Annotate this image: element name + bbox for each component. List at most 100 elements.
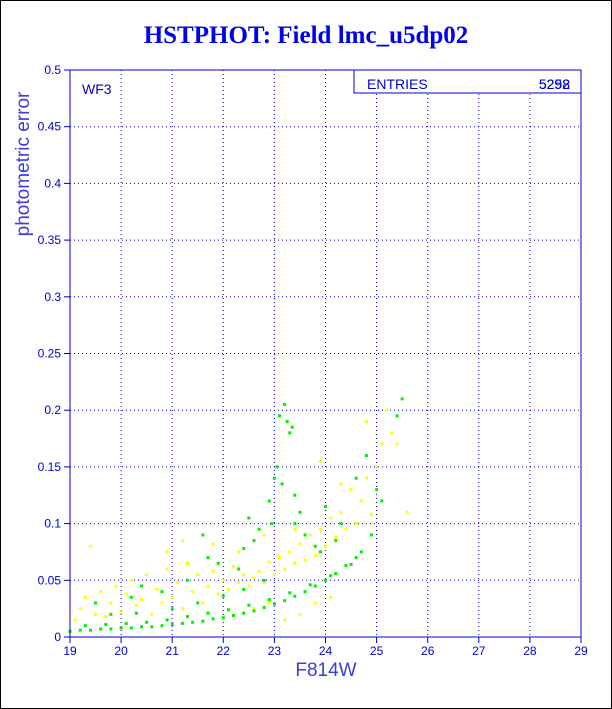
data-point [242,573,246,577]
data-point [129,595,133,599]
data-point [375,465,379,469]
y-tick-label: 0.4 [44,176,61,190]
data-point [170,623,174,627]
y-tick-label: 0.25 [38,347,62,361]
data-point [318,550,322,554]
data-point [290,425,294,429]
data-point [211,617,215,621]
data-point [313,584,317,588]
data-point [140,625,144,629]
data-point [298,612,302,616]
data-point [170,607,174,611]
data-point [119,626,123,630]
data-point [293,522,297,526]
data-point [232,613,236,617]
data-point [221,578,225,582]
y-tick-label: 0.2 [44,403,61,417]
data-point [313,553,317,557]
data-point [349,562,353,566]
data-point [124,592,128,596]
data-point [196,601,200,605]
data-point [313,601,317,605]
data-point [78,607,82,611]
y-tick-label: 0.45 [38,120,62,134]
data-point [303,533,307,537]
data-point [140,584,144,588]
data-point [313,544,317,548]
data-point [303,590,307,594]
y-tick-label: 0.35 [38,233,62,247]
data-point [186,561,190,565]
data-point [405,510,409,514]
x-tick-label: 23 [268,644,282,658]
panel-label: WF3 [82,81,112,97]
x-tick-label: 28 [523,644,537,658]
data-point [395,414,399,418]
data-point [280,482,284,486]
data-point [83,624,87,628]
data-point [390,431,394,435]
data-point [191,620,195,624]
data-point [186,615,190,619]
data-point [226,608,230,612]
data-point [349,488,353,492]
data-point [272,602,276,606]
data-point [339,510,343,514]
data-point [88,544,92,548]
data-point [237,567,241,571]
data-point [99,627,103,631]
data-point [262,581,266,585]
data-point [334,535,338,539]
data-point [201,619,205,623]
data-point [175,581,179,585]
data-point [288,591,292,595]
data-point [400,397,404,401]
data-point [303,558,307,562]
data-point [308,533,312,537]
data-point [359,550,363,554]
data-point [298,542,302,546]
data-point [78,628,82,632]
data-point [129,578,133,582]
x-axis-label: F814W [295,660,356,681]
x-tick-label: 27 [472,644,486,658]
data-point [334,539,338,543]
data-point [380,442,384,446]
data-point [339,522,343,526]
data-point [354,476,358,480]
data-point [339,482,343,486]
data-point [262,606,266,610]
stats-box [353,69,582,94]
data-point [318,459,322,463]
data-point [114,584,118,588]
data-point [283,618,287,622]
data-point [226,587,230,591]
data-point [94,601,98,605]
data-point [324,544,327,548]
data-point [124,621,128,625]
data-point [170,595,174,599]
data-point [134,611,138,615]
data-point [380,499,384,503]
data-point [267,560,271,564]
data-point [272,573,276,577]
data-point [275,465,279,469]
data-point [247,516,251,520]
data-point [237,550,241,554]
x-tick-label: 22 [217,644,231,658]
data-point [270,522,274,526]
data-point [104,615,108,619]
data-point [73,618,77,622]
y-tick-label: 0.15 [38,460,62,474]
data-point [278,414,282,418]
data-point [267,601,271,605]
data-point [247,584,251,588]
x-tick-label: 19 [63,644,77,658]
data-point [145,573,149,577]
x-tick-label: 24 [319,644,333,658]
data-point [364,420,368,424]
data-point [318,527,322,531]
data-point [206,556,210,560]
data-point [109,612,113,616]
chart-title: HSTPHOT: Field lmc_u5dp02 [143,22,469,49]
